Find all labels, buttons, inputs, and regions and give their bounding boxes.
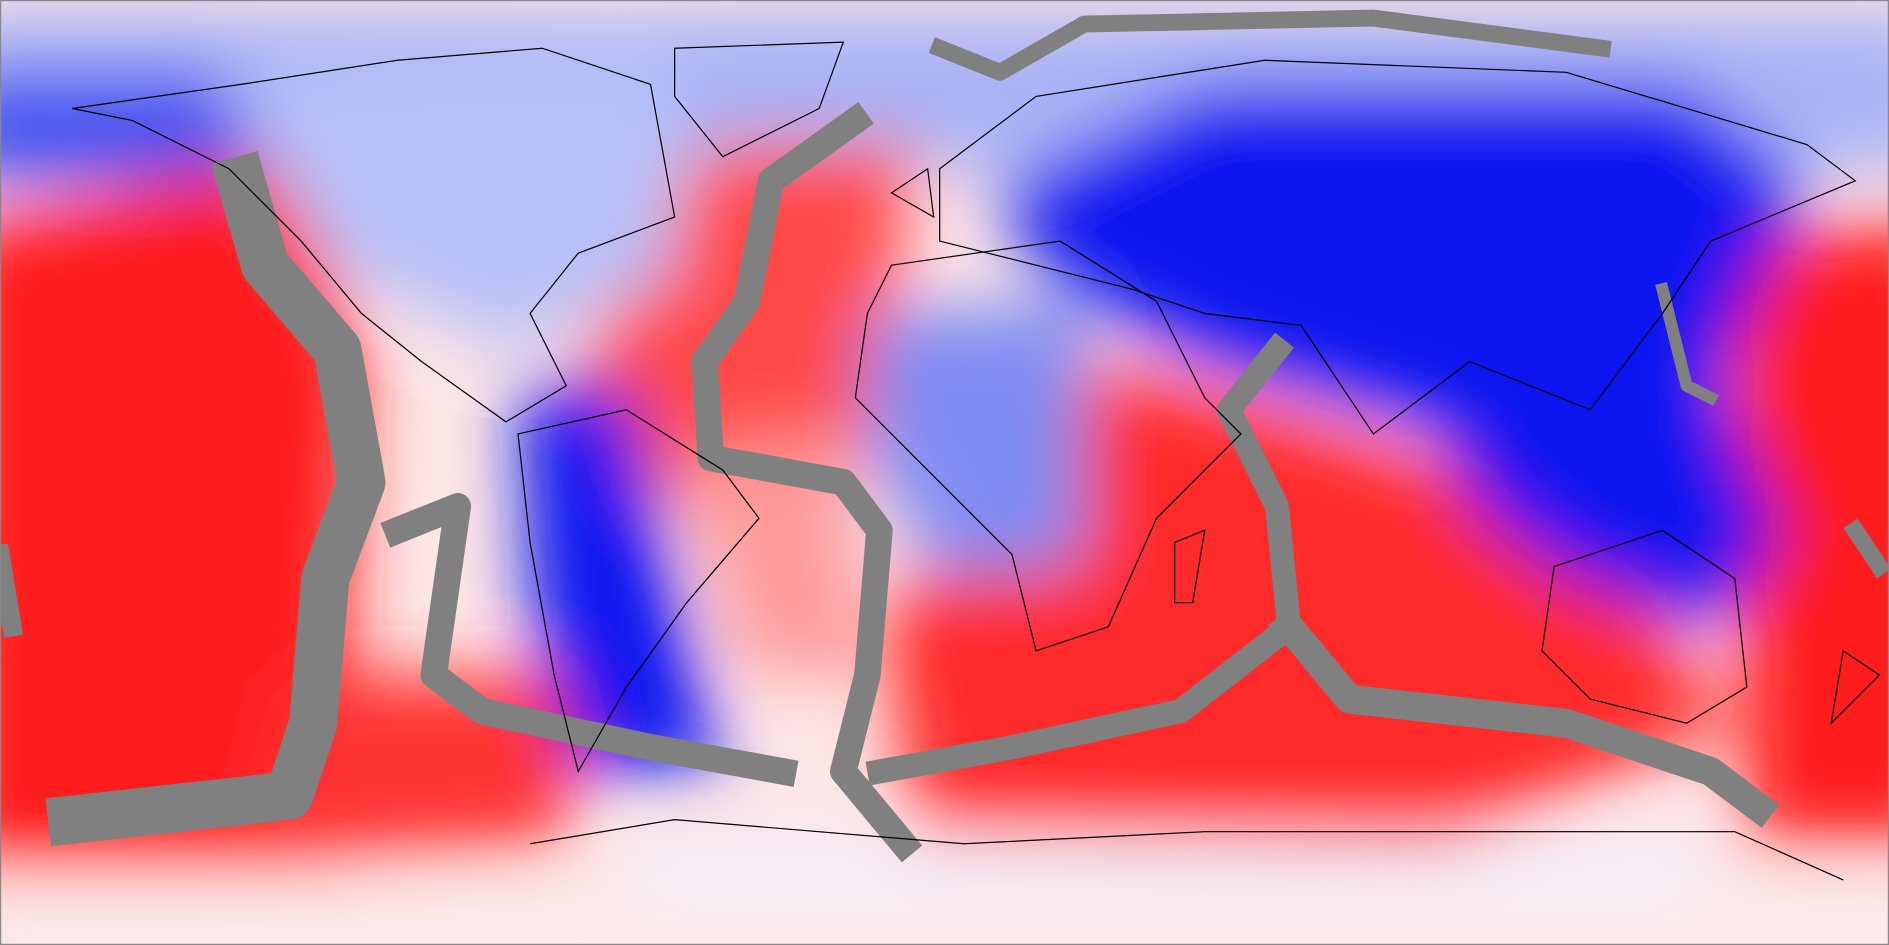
ridges bbox=[0, 9, 1889, 863]
coastlines bbox=[72, 41, 1881, 881]
